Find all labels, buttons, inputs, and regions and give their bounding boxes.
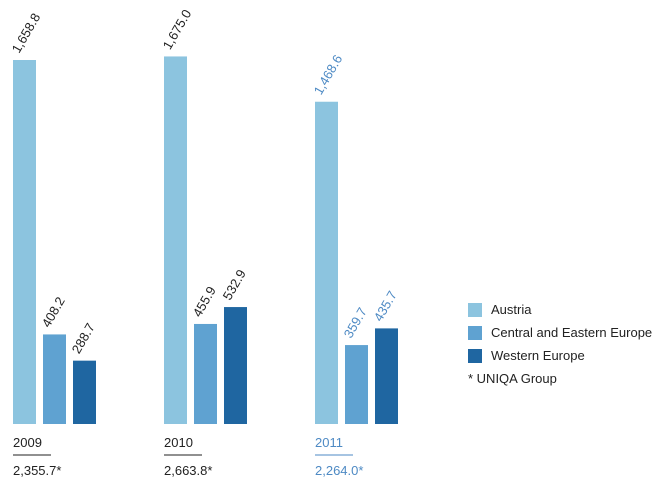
legend-label-austria: Austria [491,302,532,317]
bar-2009-central-and-eastern-europe [43,334,66,424]
total-label-2011: 2,264.0* [315,463,363,478]
data-label-2009-austria: 1,658.8 [9,10,44,55]
bar-2009-western-europe [73,360,96,424]
bar-2010-austria [164,56,187,425]
legend-label-central-eastern-europe: Central and Eastern Europe [491,325,653,340]
data-label-2010-austria: 1,675.0 [160,7,195,52]
bar-2009-austria [13,60,36,424]
legend-label-western-europe: Western Europe [491,348,585,363]
data-label-2010-central-and-eastern-europe: 455.9 [190,284,219,320]
bar-2011-austria [315,101,338,424]
bar-2011-central-and-eastern-europe [345,345,368,424]
bar-2011-western-europe [375,328,398,424]
data-label-2010-western-europe: 532.9 [220,267,249,303]
total-label-2009: 2,355.7* [13,463,61,478]
legend-item-central-eastern-europe: Central and Eastern Europe [468,321,652,344]
data-label-2009-western-europe: 288.7 [69,320,98,356]
legend-swatch-western-europe [468,348,482,363]
data-label-2011-western-europe: 435.7 [371,288,400,324]
legend-item-western-europe: Western Europe [468,344,652,367]
legend-footnote: * UNIQA Group [468,371,557,386]
category-label-2011: 2011 [315,435,343,450]
legend-swatch-central-eastern-europe [468,325,482,340]
data-label-2009-central-and-eastern-europe: 408.2 [39,294,68,330]
legend: Austria Central and Eastern Europe Weste… [468,298,652,390]
data-label-2011-austria: 1,468.6 [311,52,346,97]
category-label-2009: 2009 [13,435,42,450]
bar-2010-western-europe [224,307,247,424]
bar-2010-central-and-eastern-europe [194,323,217,424]
legend-item-austria: Austria [468,298,652,321]
category-label-2010: 2010 [164,435,193,450]
total-label-2010: 2,663.8* [164,463,212,478]
data-label-2011-central-and-eastern-europe: 359.7 [341,305,370,341]
legend-swatch-austria [468,302,482,317]
